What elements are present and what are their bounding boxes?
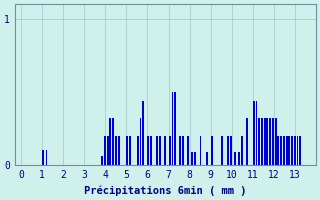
Bar [206,152,208,165]
Bar [112,118,114,165]
Bar [280,136,282,165]
Bar [261,118,263,165]
Bar [291,136,293,165]
Bar [137,136,139,165]
Bar [104,136,106,165]
Bar [140,118,141,165]
Bar [147,136,149,165]
Bar [238,152,240,165]
X-axis label: Précipitations 6min ( mm ): Précipitations 6min ( mm ) [84,185,247,196]
Bar [200,136,202,165]
Bar [211,136,212,165]
Bar [258,118,260,165]
Bar [294,136,296,165]
Bar [101,156,103,165]
Bar [256,101,257,165]
Bar [246,118,248,165]
Bar [234,152,236,165]
Bar [142,101,144,165]
Bar [297,136,299,165]
Bar [283,136,285,165]
Bar [156,136,158,165]
Bar [172,92,173,165]
Bar [174,92,176,165]
Bar [288,136,290,165]
Bar [150,136,152,165]
Bar [299,136,301,165]
Bar [191,152,193,165]
Bar [179,136,181,165]
Bar [159,136,161,165]
Bar [107,136,109,165]
Bar [241,136,243,165]
Bar [227,136,229,165]
Bar [277,136,279,165]
Bar [253,101,255,165]
Bar [194,152,196,165]
Bar [275,118,276,165]
Bar [269,118,271,165]
Bar [42,150,44,165]
Bar [272,118,274,165]
Bar [187,136,189,165]
Bar [164,136,166,165]
Bar [182,136,184,165]
Bar [264,118,266,165]
Bar [115,136,117,165]
Bar [126,136,128,165]
Bar [220,136,222,165]
Bar [129,136,131,165]
Bar [230,136,232,165]
Bar [118,136,120,165]
Bar [267,118,268,165]
Bar [45,150,47,165]
Bar [286,136,288,165]
Bar [109,118,111,165]
Bar [169,136,171,165]
